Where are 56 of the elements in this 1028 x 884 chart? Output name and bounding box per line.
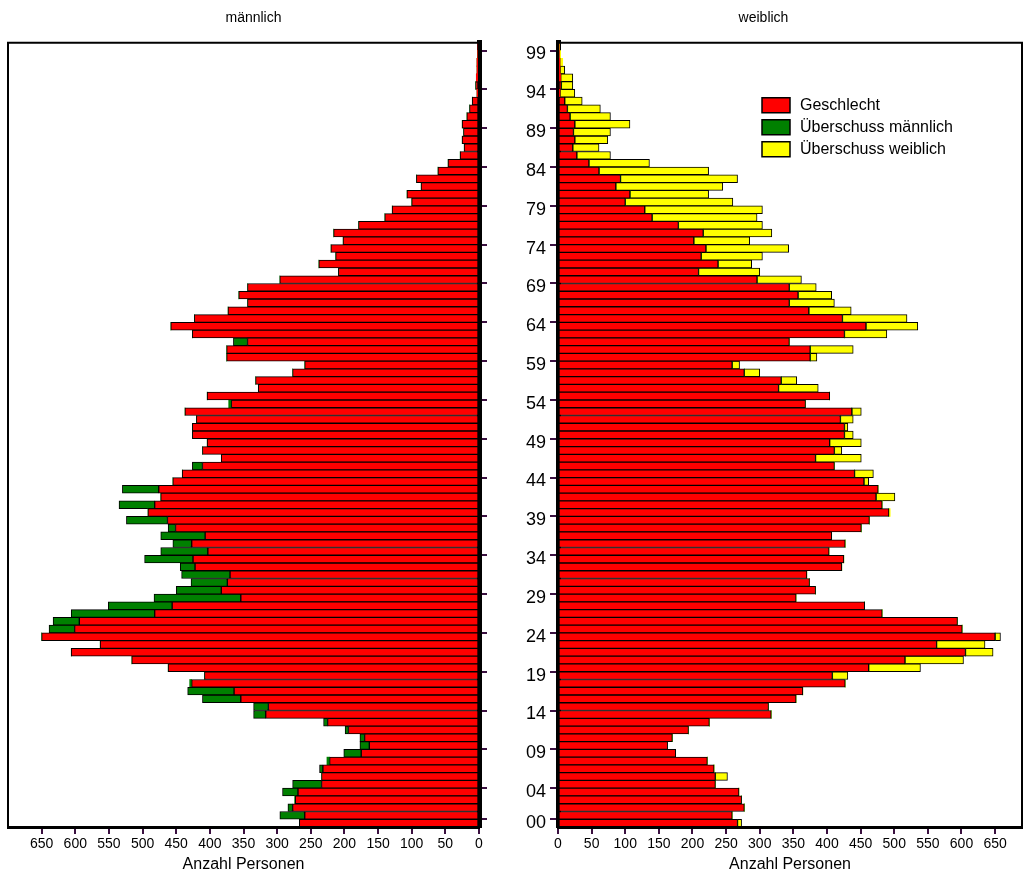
y-tick-label: 29 bbox=[525, 586, 546, 607]
chart-title: weiblich bbox=[737, 9, 789, 26]
x-tick-label: 600 bbox=[949, 835, 974, 852]
x-tick-label: 150 bbox=[366, 835, 390, 852]
y-tick-label: 84 bbox=[525, 159, 546, 180]
x-tick-label: 200 bbox=[680, 835, 705, 852]
legend-label: Überschuss männlich bbox=[800, 118, 953, 136]
x-tick-label: 650 bbox=[983, 835, 1007, 852]
x-tick-label: 500 bbox=[130, 835, 155, 852]
chart-title: männlich bbox=[225, 9, 282, 26]
x-tick-label: 500 bbox=[882, 835, 907, 852]
y-tick-label: 54 bbox=[525, 392, 546, 413]
x-tick-label: 450 bbox=[164, 835, 189, 852]
x-tick-label: 50 bbox=[437, 835, 454, 852]
y-tick-label: 99 bbox=[525, 43, 546, 64]
x-tick-label: 550 bbox=[916, 835, 940, 852]
x-tick-label: 250 bbox=[714, 835, 739, 852]
x-tick-label: 400 bbox=[198, 835, 222, 852]
x-tick-label: 650 bbox=[29, 835, 54, 852]
x-tick-label: 450 bbox=[848, 835, 873, 852]
x-tick-label: 300 bbox=[748, 835, 772, 852]
x-tick-label: 50 bbox=[583, 835, 600, 852]
y-tick-label: 59 bbox=[525, 353, 546, 374]
y-tick-label: 49 bbox=[525, 431, 546, 452]
x-axis-title: Anzahl Personen bbox=[729, 854, 851, 872]
y-tick-label: 14 bbox=[525, 703, 546, 724]
x-tick-label: 250 bbox=[299, 835, 323, 852]
y-tick-label: 89 bbox=[525, 121, 546, 142]
legend-label: Überschuss weiblich bbox=[800, 140, 946, 158]
y-tick-label: 74 bbox=[525, 237, 546, 258]
y-tick-label: 34 bbox=[525, 548, 546, 569]
y-tick-label: 04 bbox=[525, 781, 546, 802]
x-tick-label: 600 bbox=[63, 835, 88, 852]
y-tick-label: 69 bbox=[525, 276, 546, 297]
y-tick-label: 79 bbox=[525, 198, 546, 219]
x-tick-label: 550 bbox=[97, 835, 121, 852]
x-tick-label: 350 bbox=[231, 835, 256, 852]
y-tick-label: 39 bbox=[525, 509, 546, 530]
x-tick-label: 100 bbox=[400, 835, 424, 852]
x-tick-label: 400 bbox=[815, 835, 839, 852]
y-tick-label: 24 bbox=[525, 625, 546, 646]
y-tick-label: 64 bbox=[525, 315, 546, 336]
legend-label: Geschlecht bbox=[800, 96, 881, 114]
x-tick-label: 350 bbox=[781, 835, 806, 852]
y-tick-label: 19 bbox=[525, 664, 546, 685]
x-tick-label: 0 bbox=[554, 835, 563, 852]
y-tick-label: 44 bbox=[525, 470, 546, 491]
x-tick-label: 150 bbox=[647, 835, 671, 852]
x-tick-label: 100 bbox=[613, 835, 638, 852]
x-tick-label: 0 bbox=[475, 835, 484, 852]
y-tick-label: 09 bbox=[525, 742, 546, 763]
x-axis-title: Anzahl Personen bbox=[182, 854, 305, 872]
y-tick-label: 00 bbox=[525, 812, 546, 833]
y-tick-label: 94 bbox=[525, 82, 546, 103]
x-tick-label: 300 bbox=[265, 835, 290, 852]
x-tick-label: 200 bbox=[332, 835, 357, 852]
